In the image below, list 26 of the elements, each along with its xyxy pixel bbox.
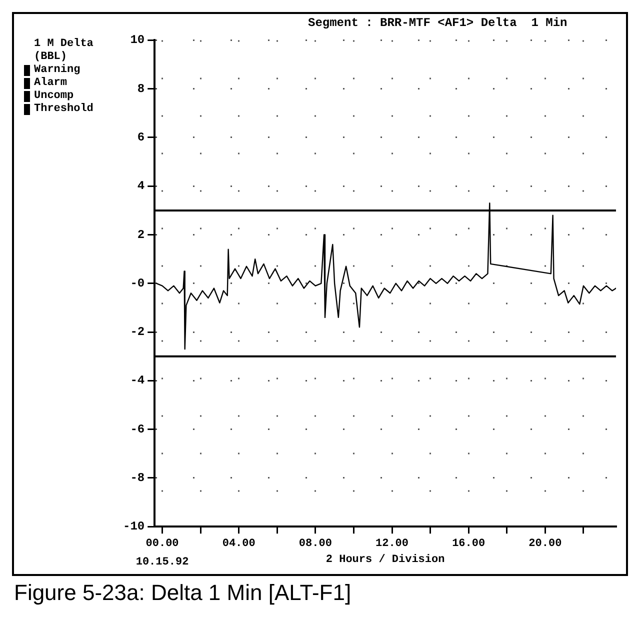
y-tick-label: 8 [137, 82, 145, 96]
y-tick-label: -10 [122, 520, 145, 534]
y-tick-label: 2 [137, 228, 145, 242]
y-tick-label: -0 [130, 276, 145, 290]
text: Threshold [34, 103, 94, 116]
y-tick-label: -2 [130, 325, 145, 340]
text: Uncomp [34, 90, 74, 103]
x-tick-label: 12.00 [375, 538, 409, 550]
y-axis-title: 1 M Delta (BBL) [33, 38, 94, 64]
text: Warning [34, 64, 80, 77]
y-tick-label: 4 [137, 179, 145, 194]
x-tick-label: 20.00 [528, 538, 562, 550]
y-tick-label: -4 [130, 374, 145, 388]
x-axis-title: 2 Hours / Division [326, 554, 445, 566]
x-tick-label: 04.00 [222, 538, 256, 550]
y-tick-label: -6 [130, 422, 145, 436]
y-tick-label: 6 [137, 130, 145, 144]
x-tick-label: 00.00 [146, 538, 179, 550]
y-tick-label: -8 [130, 470, 145, 485]
x-tick-label: 08.00 [298, 538, 332, 550]
x-tick-label: 16.00 [452, 538, 486, 550]
text: Alarm [34, 77, 68, 90]
y-tick-label: 10 [130, 33, 145, 48]
chart-title: Segment : BRR-MTF <AF1> Delta 1 Min [308, 16, 568, 30]
text: 10.15.92 [136, 556, 189, 569]
caption: Figure 5-23a: Delta 1 Min [ALT-F1] [14, 580, 352, 606]
